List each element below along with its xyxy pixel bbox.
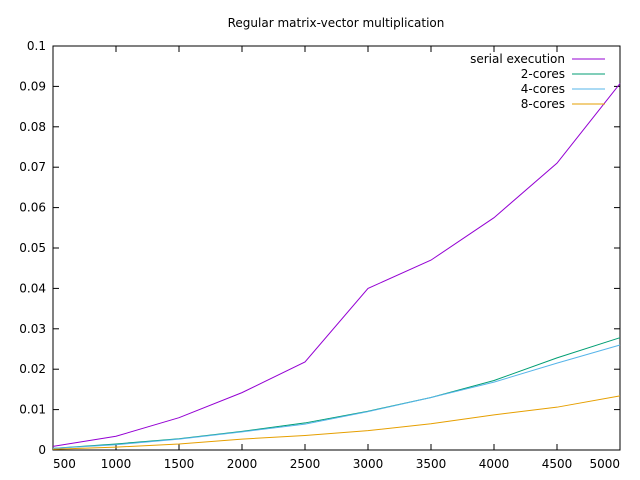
series-line-2-cores xyxy=(52,337,621,449)
x-tick-label: 2000 xyxy=(227,457,258,471)
legend-label: 2-cores xyxy=(521,67,565,81)
x-tick-label: 3500 xyxy=(416,457,447,471)
y-tick-label: 0.06 xyxy=(19,201,46,215)
x-tick-label: 500 xyxy=(53,457,76,471)
chart-title: Regular matrix-vector multiplication xyxy=(228,16,445,30)
y-tick-label: 0.03 xyxy=(19,322,46,336)
y-tick-label: 0.07 xyxy=(19,160,46,174)
legend-label: serial execution xyxy=(470,52,565,66)
y-tick-label: 0.1 xyxy=(27,39,46,53)
y-tick-label: 0.09 xyxy=(19,79,46,93)
y-tick-label: 0.05 xyxy=(19,241,46,255)
series-line-8-cores xyxy=(52,395,621,450)
legend-label: 4-cores xyxy=(521,82,565,96)
series-layer xyxy=(52,83,621,450)
y-tick-label: 0.04 xyxy=(19,281,46,295)
y-tick-label: 0.02 xyxy=(19,362,46,376)
legend-label: 8-cores xyxy=(521,97,565,111)
x-tick-label: 5000 xyxy=(589,457,620,471)
y-tick-label: 0.01 xyxy=(19,403,46,417)
y-tick-label: 0.08 xyxy=(19,120,46,134)
x-tick-label: 1000 xyxy=(101,457,132,471)
series-line-4-cores xyxy=(52,344,621,449)
x-tick-label: 1500 xyxy=(164,457,195,471)
y-tick-label: 0 xyxy=(38,443,46,457)
x-tick-label: 3000 xyxy=(353,457,384,471)
x-tick-label: 4000 xyxy=(479,457,510,471)
y-axis: 0 0.01 0.02 0.03 0.04 0.05 0.06 0.07 0.08 0.09 0.1 xyxy=(19,39,620,457)
x-tick-label: 4500 xyxy=(542,457,573,471)
series-line-serial-execution xyxy=(52,83,621,447)
x-tick-label: 2500 xyxy=(290,457,321,471)
x-axis: 500 1000 1500 2000 2500 3000 3500 4000 4500 5000 xyxy=(52,46,621,471)
